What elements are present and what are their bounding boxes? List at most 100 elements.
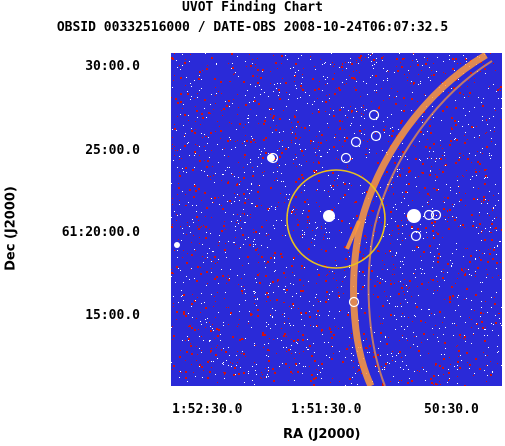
noise-speck — [418, 176, 419, 177]
noise-speck — [255, 142, 256, 143]
noise-speck — [309, 220, 310, 221]
noise-speck — [270, 114, 271, 115]
noise-speck — [432, 208, 433, 209]
noise-speck — [182, 65, 183, 66]
noise-speck — [295, 352, 296, 353]
noise-speck — [490, 158, 491, 159]
noise-speck — [314, 148, 315, 149]
noise-speck — [351, 185, 352, 186]
noise-speck — [316, 190, 317, 191]
noise-speck — [374, 64, 375, 65]
noise-speck — [281, 152, 283, 154]
noise-speck — [249, 54, 250, 55]
noise-speck — [406, 224, 407, 225]
noise-speck — [410, 66, 411, 67]
noise-speck — [195, 129, 196, 130]
noise-speck — [305, 312, 307, 314]
noise-speck — [413, 332, 414, 333]
noise-speck — [258, 262, 259, 263]
noise-speck — [267, 296, 269, 298]
noise-speck — [279, 92, 280, 93]
noise-speck — [309, 345, 311, 347]
noise-speck — [329, 294, 330, 295]
noise-speck — [229, 137, 230, 138]
noise-speck — [191, 306, 192, 307]
noise-speck — [446, 184, 447, 185]
noise-speck — [276, 353, 277, 354]
noise-speck — [432, 328, 433, 329]
noise-speck — [304, 127, 306, 129]
noise-speck — [402, 335, 403, 336]
noise-speck — [268, 96, 269, 97]
noise-speck — [362, 272, 363, 273]
noise-speck — [459, 367, 461, 369]
noise-speck — [279, 98, 281, 100]
noise-speck — [314, 360, 316, 362]
noise-speck — [348, 189, 349, 190]
noise-speck — [420, 268, 421, 269]
noise-speck — [272, 316, 273, 317]
noise-speck — [262, 69, 264, 71]
noise-speck — [395, 361, 396, 362]
noise-speck — [322, 368, 323, 369]
noise-speck — [253, 101, 254, 102]
noise-speck — [237, 275, 238, 276]
noise-speck — [224, 155, 225, 156]
noise-speck — [473, 198, 475, 200]
noise-speck — [181, 296, 182, 297]
noise-speck — [325, 79, 326, 80]
noise-speck — [469, 317, 470, 318]
noise-speck — [248, 263, 249, 264]
noise-speck — [308, 204, 309, 205]
noise-speck — [229, 81, 230, 82]
noise-speck — [327, 123, 328, 124]
noise-speck — [417, 370, 418, 371]
noise-speck — [360, 125, 361, 126]
noise-speck — [293, 206, 294, 207]
noise-speck — [329, 100, 330, 101]
noise-speck — [501, 365, 502, 366]
noise-speck — [180, 270, 181, 271]
noise-speck — [483, 313, 484, 314]
noise-speck — [469, 261, 471, 263]
noise-speck — [442, 322, 443, 323]
noise-speck — [202, 377, 203, 378]
noise-speck — [336, 265, 337, 266]
noise-speck — [325, 228, 326, 229]
noise-speck — [405, 105, 406, 106]
noise-speck — [201, 212, 202, 213]
noise-speck — [364, 275, 365, 276]
noise-speck — [387, 117, 388, 118]
noise-speck — [449, 209, 451, 211]
noise-speck — [471, 309, 472, 310]
noise-speck — [339, 311, 340, 312]
noise-speck — [278, 286, 279, 287]
noise-speck — [477, 151, 478, 152]
noise-speck — [189, 325, 191, 327]
noise-speck — [256, 205, 258, 207]
noise-speck — [234, 73, 235, 74]
noise-speck — [281, 256, 283, 258]
noise-speck — [482, 116, 483, 117]
noise-speck — [378, 371, 379, 372]
noise-speck — [211, 198, 212, 199]
noise-speck — [422, 206, 423, 207]
noise-speck — [433, 117, 434, 118]
noise-speck — [239, 339, 241, 341]
noise-speck — [173, 80, 174, 81]
noise-speck — [349, 337, 350, 338]
noise-speck — [218, 91, 219, 92]
noise-speck — [315, 69, 316, 70]
noise-speck — [306, 161, 307, 162]
noise-speck — [487, 375, 488, 376]
noise-speck — [489, 253, 491, 255]
noise-speck — [183, 282, 184, 283]
noise-speck — [288, 318, 289, 319]
noise-speck — [284, 316, 285, 317]
noise-speck — [217, 382, 218, 383]
noise-speck — [482, 148, 483, 149]
noise-speck — [314, 89, 316, 91]
noise-speck — [353, 117, 354, 118]
noise-speck — [312, 238, 313, 239]
noise-speck — [495, 227, 497, 229]
